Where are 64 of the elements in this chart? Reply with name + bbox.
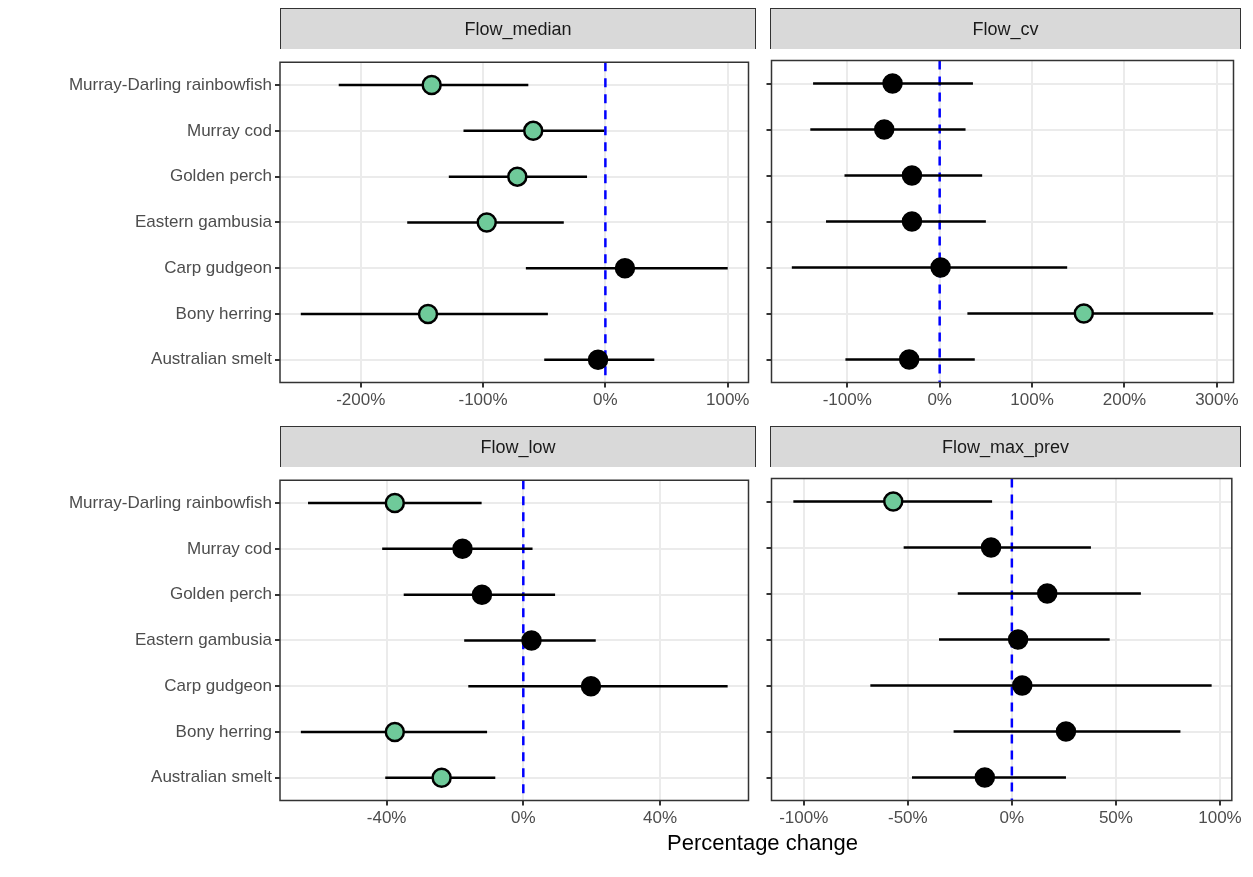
y-tick-label: Golden perch	[169, 166, 272, 186]
x-tick-label: 0%	[927, 390, 952, 410]
point	[384, 721, 406, 743]
x-tick-label: 300%	[1195, 390, 1239, 410]
point	[580, 675, 602, 697]
point	[930, 257, 951, 278]
point	[522, 120, 544, 142]
chart-title: Flow_low	[280, 426, 756, 467]
y-tick-label: Australian smelt	[151, 767, 273, 787]
y-tick-label: Carp gudgeon	[164, 257, 272, 277]
point	[1007, 629, 1029, 650]
x-tick-label: 200%	[1102, 390, 1147, 410]
y-tick-label: Eastern gambusia	[134, 630, 273, 650]
x-tick-label: -100%	[458, 390, 508, 410]
x-tick-label: 0%	[511, 808, 536, 828]
point	[882, 491, 904, 512]
y-tick-label: Murray cod	[186, 120, 272, 140]
chart-title: Flow_max_prev	[770, 426, 1241, 467]
point	[974, 767, 996, 788]
x-axis-title: Percentage change	[666, 830, 859, 856]
point	[1055, 721, 1077, 742]
x-tick-label: 100%	[705, 390, 750, 410]
point	[431, 767, 452, 788]
point	[1036, 583, 1058, 604]
point	[507, 166, 528, 187]
point	[471, 584, 493, 605]
point	[614, 257, 636, 279]
point	[1073, 303, 1095, 324]
x-tick-label: -200%	[336, 390, 386, 410]
y-tick-label: Murray-Darling rainbowfish	[68, 492, 272, 512]
x-tick-label: 100%	[1010, 390, 1054, 410]
point	[587, 349, 609, 370]
point	[384, 492, 406, 514]
chart-title: Flow_cv	[770, 8, 1241, 49]
point	[521, 630, 542, 651]
y-tick-label: Bony herring	[175, 721, 272, 741]
x-tick-label: 50%	[1098, 808, 1133, 828]
x-tick-label: 100%	[1198, 808, 1242, 828]
point	[901, 211, 923, 232]
point	[452, 538, 473, 560]
y-tick-label: Carp gudgeon	[164, 675, 272, 695]
y-tick-label: Golden perch	[169, 584, 272, 604]
y-tick-label: Murray cod	[186, 538, 272, 558]
point	[882, 73, 903, 94]
point	[417, 303, 439, 325]
point	[980, 537, 1002, 558]
point	[421, 74, 442, 96]
x-tick-label: -50%	[887, 808, 928, 828]
chart-title: Flow_median	[280, 8, 756, 49]
x-tick-label: -40%	[366, 808, 407, 828]
x-tick-label: 0%	[999, 808, 1025, 828]
x-tick-label: -100%	[822, 390, 872, 410]
x-tick-label: -100%	[779, 808, 829, 828]
y-tick-label: Bony herring	[175, 303, 272, 323]
point	[873, 119, 895, 140]
point	[898, 349, 920, 370]
y-tick-label: Murray-Darling rainbowfish	[68, 74, 272, 94]
y-tick-label: Australian smelt	[151, 349, 273, 369]
point	[901, 165, 923, 186]
x-tick-label: 0%	[593, 390, 618, 410]
y-tick-label: Eastern gambusia	[134, 212, 273, 232]
point	[1012, 675, 1033, 696]
x-tick-label: 40%	[642, 808, 678, 828]
point	[476, 212, 497, 233]
